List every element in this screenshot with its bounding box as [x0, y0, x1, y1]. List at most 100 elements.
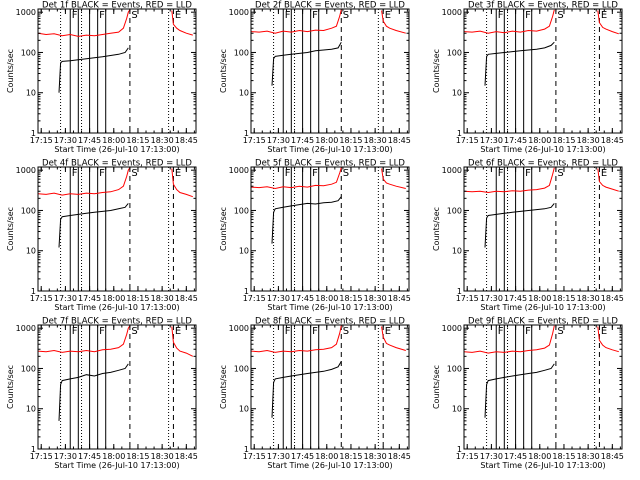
plot-frame: [250, 166, 410, 292]
x-tick-label: 17:15: [456, 294, 479, 303]
panel-title: Det 3f BLACK = Events, RED = LLD: [468, 1, 618, 11]
y-tick-label: 1: [244, 129, 249, 138]
x-tick-label: 18:15: [552, 452, 575, 461]
lld-line: [463, 325, 555, 354]
x-axis-label: Start Time (26-Jul-10 17:13:00): [480, 461, 605, 470]
x-tick-label: 18:45: [601, 294, 624, 303]
panel-title: Det 1f BLACK = Events, RED = LLD: [42, 1, 192, 11]
x-tick-label: 18:30: [151, 136, 174, 145]
lld-line: [250, 167, 342, 190]
lld-line: [37, 9, 131, 37]
x-tick-label: 18:00: [315, 452, 338, 461]
marker-label: F: [312, 168, 318, 179]
x-tick-label: 17:15: [456, 136, 479, 145]
x-tick-label: 17:15: [456, 452, 479, 461]
x-tick-label: 18:30: [151, 452, 174, 461]
x-tick-label: 17:15: [30, 294, 53, 303]
y-tick-label: 1: [31, 129, 36, 138]
marker-label: E: [385, 168, 391, 179]
x-tick-label: 18:45: [175, 452, 198, 461]
plot-frame: [37, 166, 197, 292]
x-tick-label: 18:45: [175, 294, 198, 303]
x-tick-label: 18:30: [577, 136, 600, 145]
y-tick-label: 1000: [442, 166, 462, 175]
y-tick-label: 1000: [16, 324, 36, 333]
marker-label: S: [343, 168, 349, 179]
x-tick-label: 17:45: [78, 136, 101, 145]
y-tick-label: 1000: [442, 8, 462, 17]
y-tick-label: 1000: [229, 324, 249, 333]
marker-label: S: [131, 168, 137, 179]
lld-line: [597, 326, 619, 353]
x-tick-label: 17:30: [480, 294, 503, 303]
x-tick-label: 18:00: [102, 136, 125, 145]
x-tick-label: 17:30: [54, 294, 77, 303]
marker-label: F: [525, 10, 531, 21]
y-tick-label: 100: [234, 48, 249, 57]
x-tick-label: 17:45: [78, 294, 101, 303]
x-tick-label: 18:15: [552, 294, 575, 303]
panel-title: Det 9f BLACK = Events, RED = LLD: [468, 317, 618, 327]
lld-line: [171, 326, 194, 357]
y-tick-label: 1: [457, 445, 462, 454]
x-tick-label: 18:30: [577, 452, 600, 461]
x-tick-label: 17:15: [243, 452, 266, 461]
x-tick-label: 17:45: [504, 136, 527, 145]
x-tick-label: 17:45: [78, 452, 101, 461]
x-tick-label: 18:15: [126, 136, 149, 145]
lld-line: [250, 9, 342, 34]
x-tick-label: 18:15: [339, 452, 362, 461]
x-tick-label: 18:00: [528, 452, 551, 461]
x-tick-label: 17:30: [267, 452, 290, 461]
y-axis-label: Counts/sec: [219, 49, 228, 93]
y-axis-label: Counts/sec: [219, 207, 228, 251]
x-tick-label: 17:15: [243, 136, 266, 145]
x-tick-label: 18:45: [388, 136, 411, 145]
marker-label: S: [557, 10, 563, 21]
y-tick-label: 10: [452, 405, 462, 414]
y-tick-label: 10: [26, 89, 36, 98]
y-tick-label: 10: [239, 405, 249, 414]
events-line: [58, 203, 129, 248]
x-axis-label: Start Time (26-Jul-10 17:13:00): [267, 145, 392, 154]
events-line: [484, 203, 555, 248]
marker-label: E: [601, 168, 607, 179]
x-tick-label: 18:45: [601, 136, 624, 145]
lld-line: [463, 167, 555, 194]
marker-label: F: [498, 168, 504, 179]
x-tick-label: 18:00: [315, 136, 338, 145]
marker-label: F: [498, 326, 504, 337]
x-axis-label: Start Time (26-Jul-10 17:13:00): [267, 461, 392, 470]
marker-label: F: [498, 10, 504, 21]
lld-line: [37, 167, 131, 196]
events-line: [484, 41, 555, 86]
y-tick-label: 100: [21, 364, 36, 373]
y-tick-label: 1: [31, 445, 36, 454]
x-tick-label: 17:15: [30, 136, 53, 145]
events-line: [484, 363, 555, 418]
plot-frame: [463, 166, 623, 292]
y-tick-label: 100: [234, 206, 249, 215]
y-tick-label: 10: [239, 247, 249, 256]
y-tick-label: 10: [26, 405, 36, 414]
x-tick-label: 17:45: [291, 136, 314, 145]
lld-line: [37, 325, 131, 353]
marker-label: F: [312, 326, 318, 337]
marker-label: F: [285, 168, 291, 179]
y-tick-label: 10: [239, 89, 249, 98]
x-axis-label: Start Time (26-Jul-10 17:13:00): [54, 145, 179, 154]
lld-line: [171, 10, 193, 36]
x-tick-label: 18:45: [175, 136, 198, 145]
y-axis-label: Counts/sec: [219, 365, 228, 409]
y-axis-label: Counts/sec: [6, 365, 15, 409]
y-tick-label: 1: [457, 129, 462, 138]
marker-label: S: [557, 326, 563, 337]
x-tick-label: 18:45: [388, 294, 411, 303]
marker-label: E: [175, 10, 181, 21]
